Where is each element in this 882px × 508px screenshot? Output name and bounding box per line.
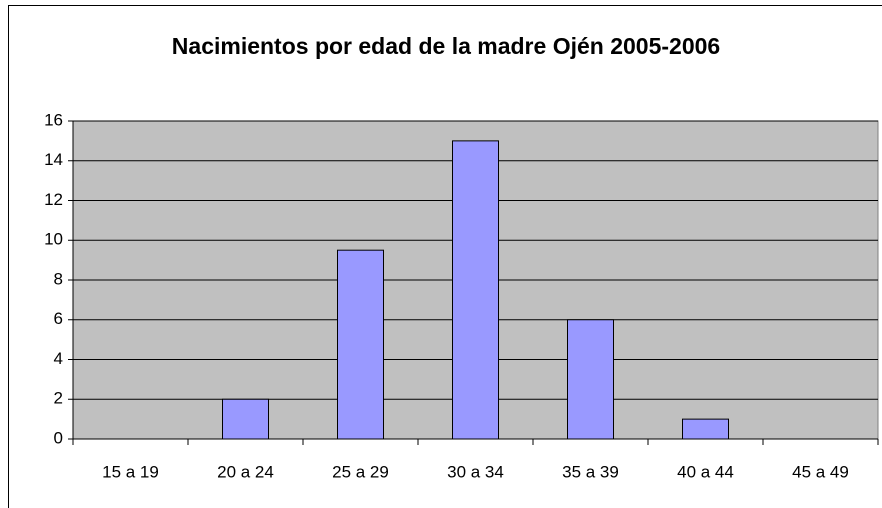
y-tick-label: 0: [54, 428, 63, 447]
x-tick-label: 25 a 29: [332, 462, 389, 481]
y-tick-label: 4: [54, 349, 63, 368]
x-tick-label: 40 a 44: [677, 462, 734, 481]
y-tick-label: 6: [54, 309, 63, 328]
x-tick-label: 30 a 34: [447, 462, 504, 481]
y-tick-label: 10: [44, 230, 63, 249]
bar: [222, 398, 269, 440]
y-tick-label: 16: [44, 110, 63, 129]
bar: [682, 418, 729, 440]
bar: [337, 249, 384, 440]
y-tick-label: 2: [54, 389, 63, 408]
x-tick-label: 15 a 19: [102, 462, 159, 481]
bar: [567, 319, 614, 440]
y-tick-label: 8: [54, 269, 63, 288]
chart-title: Nacimientos por edad de la madre Ojén 20…: [172, 33, 720, 59]
x-tick-label: 45 a 49: [792, 462, 849, 481]
y-tick-label: 12: [44, 190, 63, 209]
y-tick-label: 14: [44, 150, 63, 169]
x-tick-label: 20 a 24: [217, 462, 274, 481]
bar: [452, 140, 499, 440]
x-tick-label: 35 a 39: [562, 462, 619, 481]
